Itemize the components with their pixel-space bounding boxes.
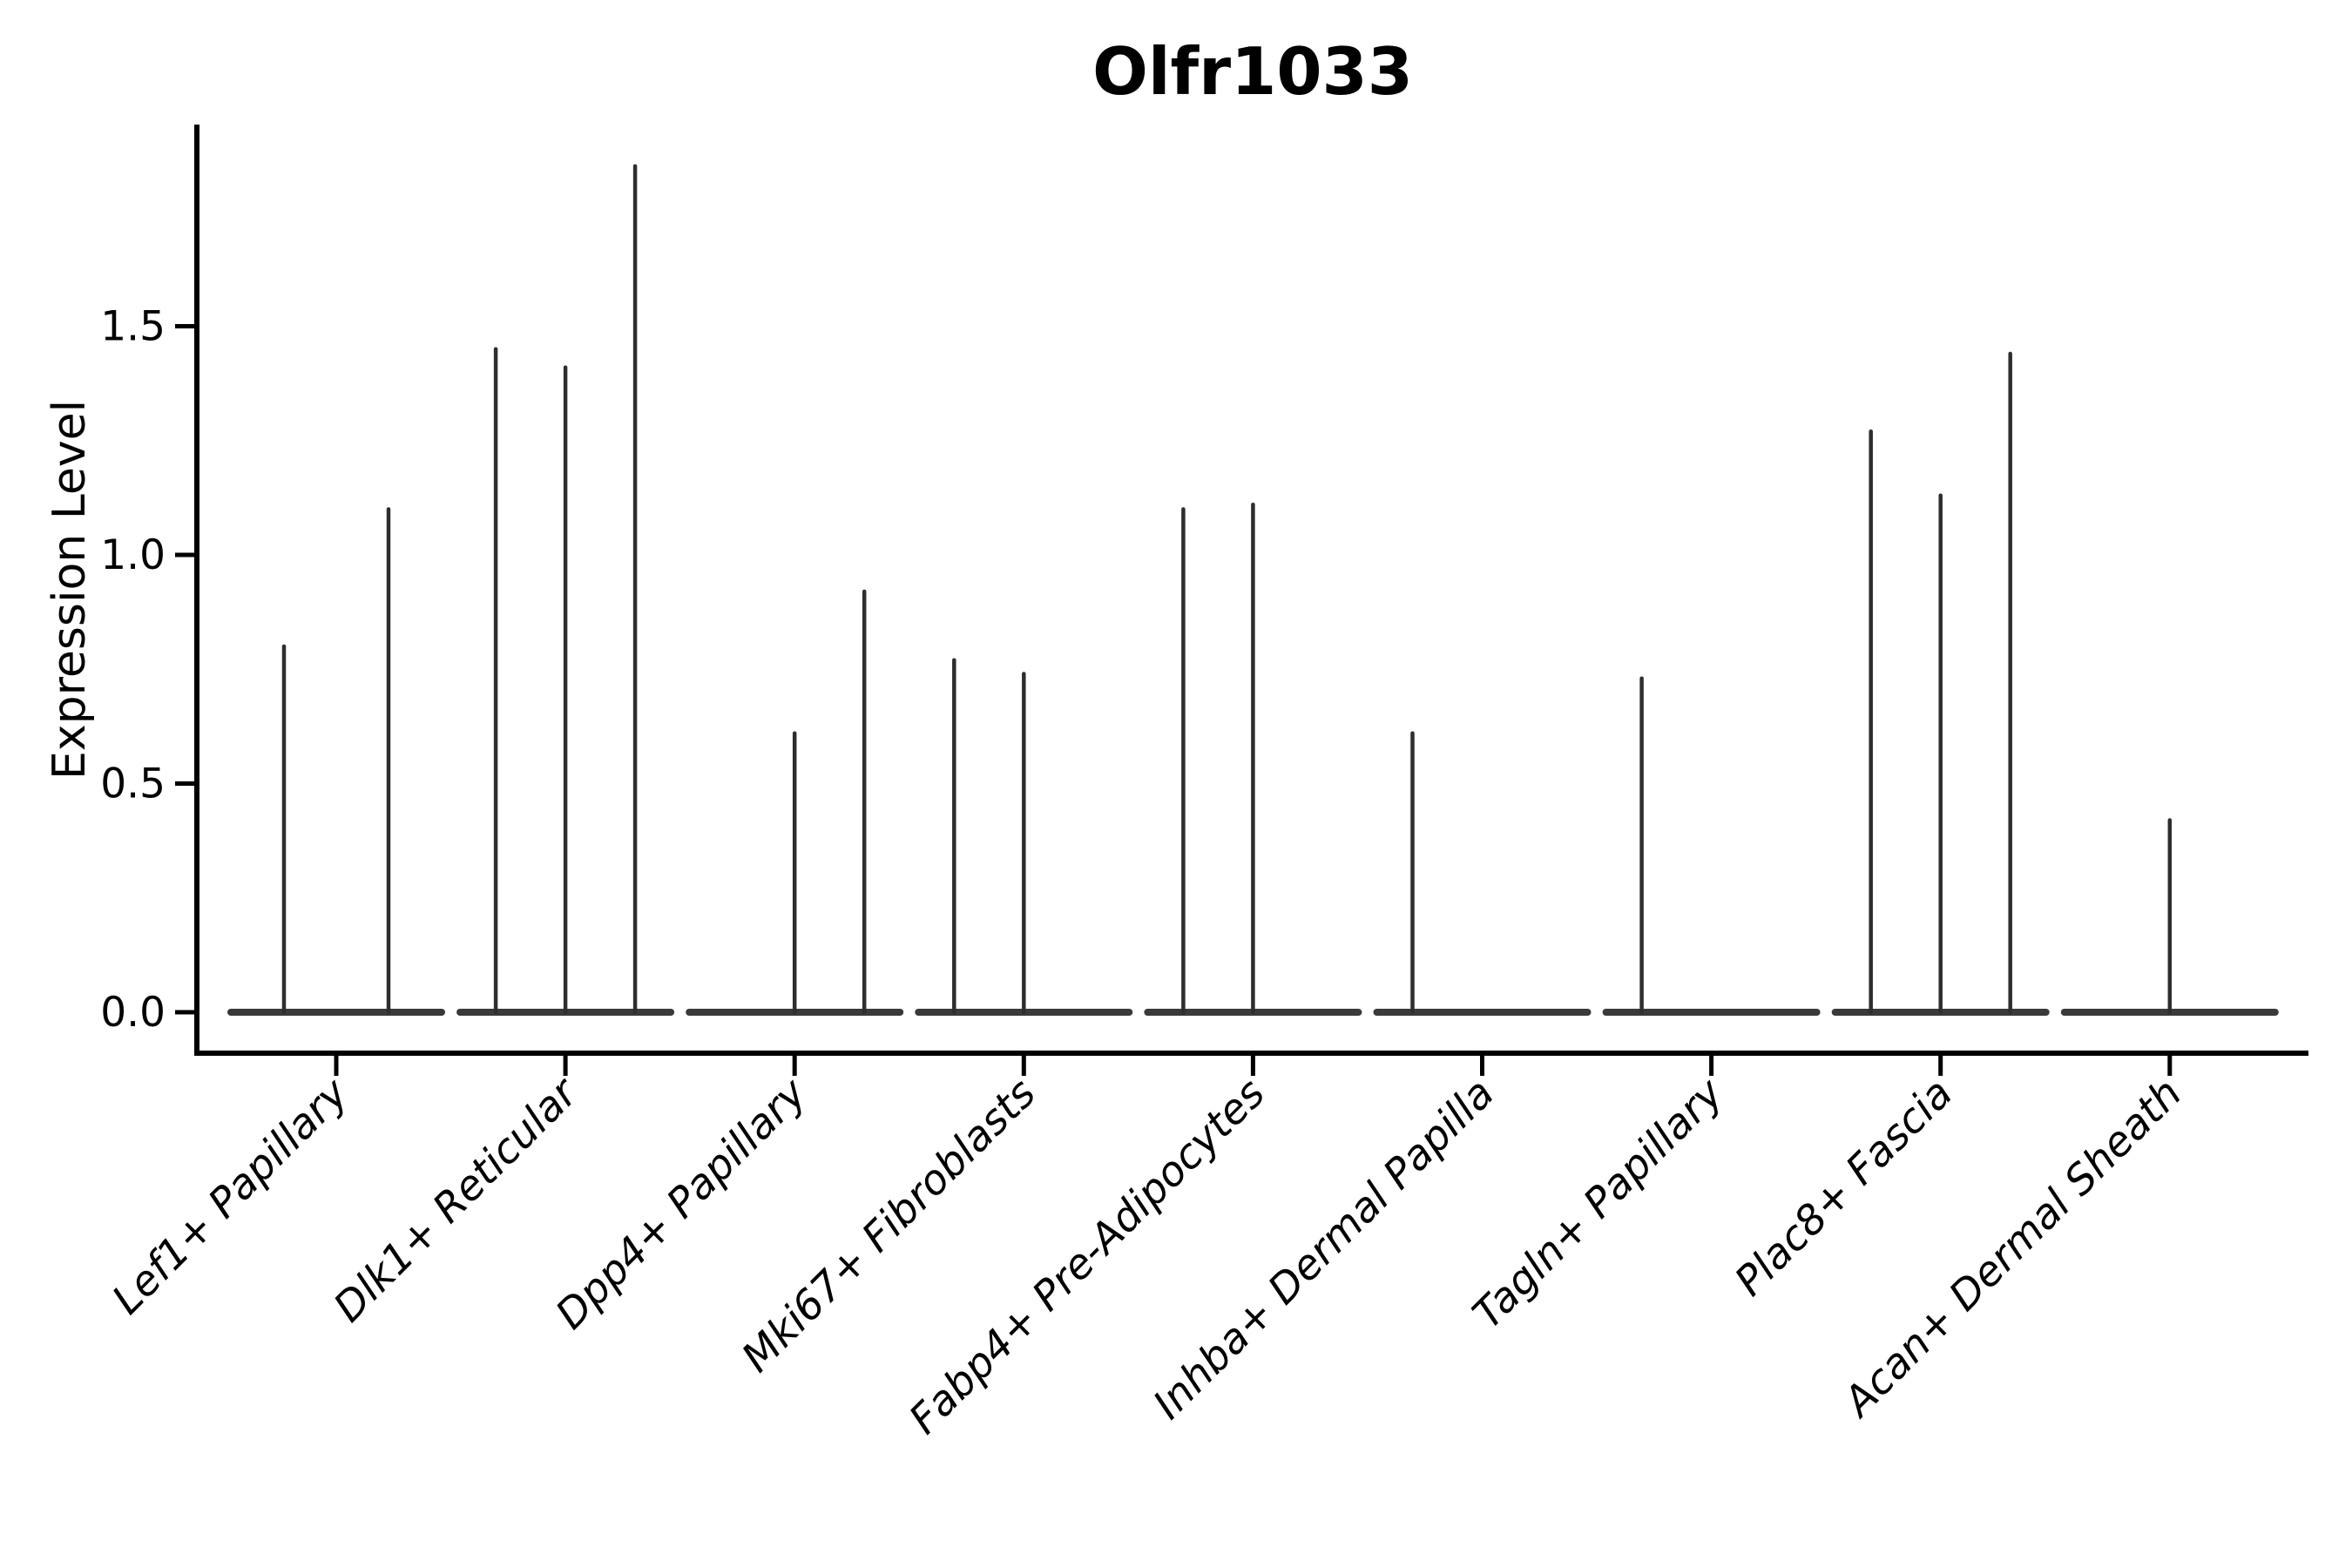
y-tick-label: 0.5	[100, 760, 166, 808]
y-tick-label: 0.0	[100, 989, 166, 1037]
x-tick-label: Dpp4+ Papillary	[547, 1069, 817, 1339]
y-axis-ticks: 0.0 0.5 1.0 1.5	[100, 303, 197, 1037]
y-tick-label: 1.0	[100, 531, 166, 579]
y-tick-label: 1.5	[100, 303, 166, 351]
x-tick-label: Lef1+ Papillary	[103, 1069, 358, 1324]
x-tick-label: Tagln+ Papillary	[1463, 1069, 1734, 1339]
chart-title: Olfr1033	[1092, 33, 1413, 110]
y-axis-label: Expression Level	[44, 400, 96, 780]
x-tick-label: Plac8+ Fascia	[1726, 1070, 1962, 1306]
violins	[227, 164, 2279, 1016]
x-tick-label: Dlk1+ Reticular	[325, 1068, 589, 1332]
